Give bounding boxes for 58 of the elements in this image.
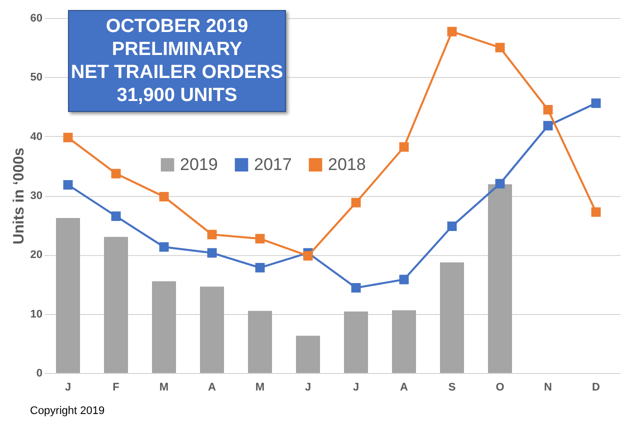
x-tick-label: F [112, 382, 120, 394]
x-tick-label: M [159, 382, 169, 394]
bar [248, 310, 272, 373]
point [159, 242, 169, 252]
point [495, 178, 505, 188]
point [591, 207, 601, 217]
legend-label: 2019 [180, 154, 218, 174]
bar [392, 310, 416, 373]
bar [152, 281, 176, 373]
point [447, 222, 457, 232]
y-tick-label: 20 [30, 249, 42, 262]
y-tick-label: 50 [30, 72, 42, 84]
point [543, 120, 553, 130]
point [303, 251, 313, 261]
x-tick-label: M [255, 382, 265, 394]
x-tick-label: A [400, 382, 408, 394]
legend-label: 2017 [254, 154, 292, 174]
y-tick-label: 60 [30, 12, 42, 24]
y-tick-label: 10 [30, 308, 42, 320]
x-tick-label: D [592, 382, 600, 394]
point [207, 230, 217, 240]
x-tick-label: N [544, 382, 552, 394]
point [111, 211, 121, 221]
point [447, 26, 457, 36]
bar [440, 262, 464, 373]
point [543, 104, 553, 114]
text: Copyright 2019 [30, 405, 105, 417]
point [399, 142, 409, 152]
point [351, 283, 361, 293]
bar [488, 184, 512, 373]
bar [200, 286, 224, 373]
x-tick-label: O [496, 382, 505, 394]
point [399, 274, 409, 284]
point [255, 234, 265, 244]
y-axis-title: Units in ‘000s [10, 148, 28, 244]
bar [344, 311, 368, 373]
x-tick-label: S [448, 382, 456, 394]
point [351, 198, 361, 208]
bar [104, 236, 128, 373]
point [111, 168, 121, 178]
point [159, 192, 169, 202]
point [63, 132, 73, 142]
legend-label: 2018 [328, 154, 366, 174]
x-tick-label: J [304, 382, 312, 394]
point [255, 262, 265, 272]
point [63, 180, 73, 190]
bar [296, 336, 320, 373]
bar [56, 218, 80, 373]
y-tick-label: 0 [36, 368, 42, 380]
point [207, 248, 217, 258]
point [591, 98, 601, 108]
y-tick-label: 40 [30, 130, 42, 143]
text: OCTOBER 2019 PRELIMINARY NET TRAILER ORDERS 31,900 UNITS [68, 10, 286, 112]
x-tick-label: A [208, 382, 216, 394]
y-tick-label: 30 [30, 190, 42, 202]
x-tick-label: J [64, 382, 72, 394]
point [495, 42, 505, 52]
x-tick-label: J [352, 382, 360, 394]
